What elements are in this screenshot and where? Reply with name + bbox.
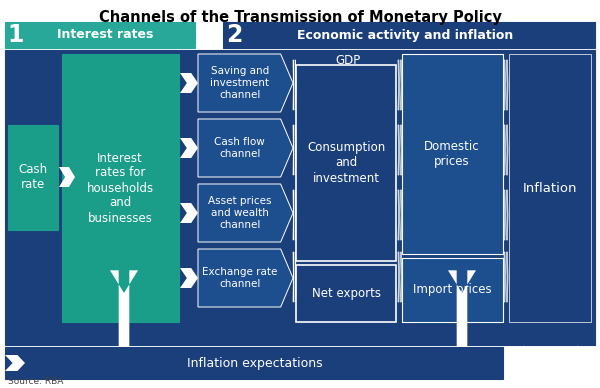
Polygon shape — [210, 24, 222, 46]
Polygon shape — [401, 125, 402, 175]
Bar — [62, 54, 179, 322]
Text: Interest
rates for
households
and
businesses: Interest rates for households and busine… — [86, 151, 154, 225]
Bar — [223, 22, 595, 48]
Polygon shape — [448, 270, 476, 347]
Bar — [8, 125, 58, 230]
Polygon shape — [401, 252, 402, 302]
Text: Source: RBA: Source: RBA — [8, 378, 64, 386]
Polygon shape — [110, 270, 138, 347]
Text: Channels of the Transmission of Monetary Policy: Channels of the Transmission of Monetary… — [98, 10, 502, 25]
Polygon shape — [293, 60, 294, 110]
Polygon shape — [59, 167, 75, 187]
Text: GDP: GDP — [335, 54, 361, 66]
Text: Consumption
and
investment: Consumption and investment — [307, 142, 385, 185]
Polygon shape — [293, 190, 294, 240]
Text: Cash flow
channel: Cash flow channel — [214, 137, 265, 159]
Polygon shape — [198, 184, 293, 242]
Bar — [509, 54, 591, 322]
Polygon shape — [180, 138, 198, 158]
Polygon shape — [504, 190, 505, 240]
Polygon shape — [507, 345, 595, 381]
Polygon shape — [398, 190, 400, 240]
Polygon shape — [401, 190, 402, 240]
Polygon shape — [180, 203, 198, 223]
Text: Domestic
prices: Domestic prices — [424, 140, 480, 168]
Text: Net exports: Net exports — [311, 286, 380, 300]
Polygon shape — [506, 190, 508, 240]
Bar — [402, 54, 503, 254]
Text: Import prices: Import prices — [413, 284, 491, 296]
Polygon shape — [295, 252, 296, 302]
Polygon shape — [295, 190, 296, 240]
Polygon shape — [506, 60, 508, 110]
Polygon shape — [5, 355, 25, 371]
Polygon shape — [504, 60, 505, 110]
Polygon shape — [293, 252, 294, 302]
Bar — [5, 22, 195, 48]
Text: Economic activity and inflation: Economic activity and inflation — [297, 28, 513, 42]
Text: 2: 2 — [226, 23, 242, 47]
Polygon shape — [506, 125, 508, 175]
Polygon shape — [398, 252, 400, 302]
Polygon shape — [198, 119, 293, 177]
Text: Interest rates: Interest rates — [57, 28, 153, 42]
Polygon shape — [506, 252, 508, 302]
Bar — [296, 265, 396, 322]
Bar — [402, 258, 503, 322]
Bar — [5, 347, 503, 379]
Polygon shape — [398, 60, 400, 110]
Polygon shape — [293, 125, 294, 175]
Bar — [5, 50, 595, 345]
Text: Cash
rate: Cash rate — [19, 163, 47, 191]
Polygon shape — [504, 125, 505, 175]
Polygon shape — [198, 249, 293, 307]
Polygon shape — [295, 60, 296, 110]
Polygon shape — [180, 73, 198, 93]
Polygon shape — [295, 125, 296, 175]
Text: 1: 1 — [8, 23, 24, 47]
Polygon shape — [198, 54, 293, 112]
Polygon shape — [504, 252, 505, 302]
Text: Inflation: Inflation — [523, 182, 577, 194]
Text: Exchange rate
channel: Exchange rate channel — [202, 267, 277, 289]
Bar — [296, 65, 396, 261]
Polygon shape — [398, 125, 400, 175]
Text: Asset prices
and wealth
channel: Asset prices and wealth channel — [208, 196, 272, 230]
Polygon shape — [196, 24, 208, 46]
Text: Inflation expectations: Inflation expectations — [187, 357, 323, 369]
Text: Saving and
investment
channel: Saving and investment channel — [211, 66, 269, 100]
Polygon shape — [401, 60, 402, 110]
Polygon shape — [180, 268, 198, 288]
